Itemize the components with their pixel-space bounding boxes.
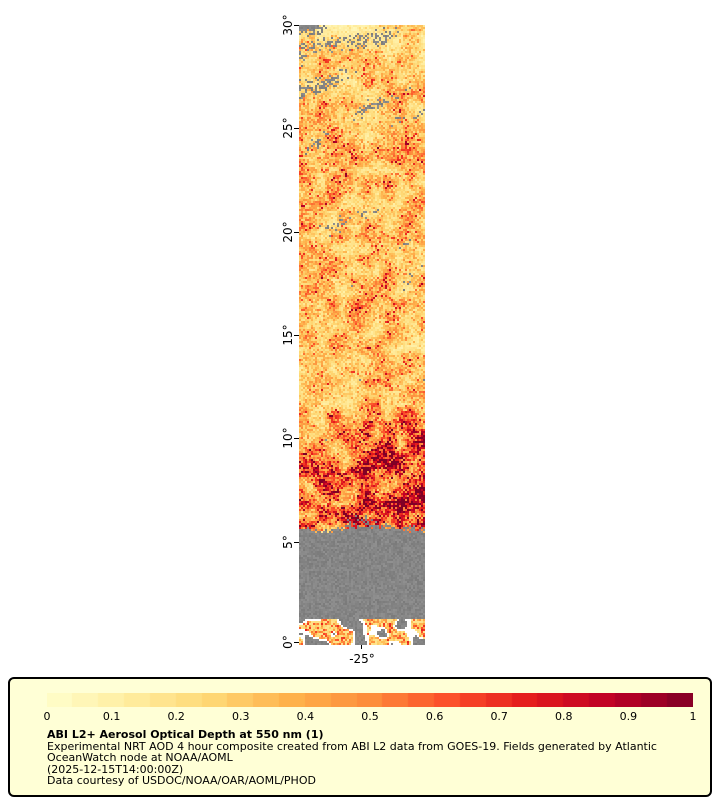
legend-caption-line: OceanWatch node at NOAA/AOML xyxy=(47,751,233,764)
aod-map xyxy=(299,25,425,645)
y-tick-mark xyxy=(294,232,299,233)
colorbar-tick-label: 0.4 xyxy=(296,710,315,723)
y-tick-label: 10° xyxy=(281,427,295,449)
y-tick-label: 20° xyxy=(281,221,295,243)
colorbar-tick-label: 1 xyxy=(689,710,697,723)
colorbar-tick-label: 0.2 xyxy=(167,710,185,723)
y-tick-mark xyxy=(294,335,299,336)
y-tick-label: 0° xyxy=(281,635,295,649)
legend-box: 0 0.1 0.2 0.3 0.4 0.5 0.6 0.7 0.8 0.9 1 … xyxy=(8,677,712,797)
legend-title: ABI L2+ Aerosol Optical Depth at 550 nm … xyxy=(47,728,324,741)
legend-caption-line: Experimental NRT AOD 4 hour composite cr… xyxy=(47,739,657,753)
y-tick-label: 15° xyxy=(281,324,295,346)
colorbar-tick-label: 0.6 xyxy=(425,710,444,723)
x-tick-mark xyxy=(361,645,362,649)
colorbar-tick-label: 0 xyxy=(43,710,51,723)
colorbar-tick-label: 0.1 xyxy=(102,710,121,723)
legend-caption: ABI L2+ Aerosol Optical Depth at 550 nm … xyxy=(47,729,657,787)
colorbar-tick-label: 0.7 xyxy=(490,710,508,723)
x-tick-label: -25° xyxy=(349,652,375,666)
y-tick-label: 5° xyxy=(281,535,295,549)
y-tick-mark xyxy=(294,642,299,643)
y-tick-mark xyxy=(294,542,299,543)
y-tick-label: 25° xyxy=(281,117,295,139)
y-tick-label: 30° xyxy=(281,14,295,36)
colorbar-tick-label: 0.3 xyxy=(232,710,250,723)
colorbar-tick-label: 0.9 xyxy=(619,710,638,723)
legend-caption-line: Data courtesy of USDOC/NOAA/OAR/AOML/PHO… xyxy=(47,774,316,787)
colorbar-ticks: 0 0.1 0.2 0.3 0.4 0.5 0.6 0.7 0.8 0.9 1 xyxy=(43,710,697,724)
colorbar-tick-label: 0.5 xyxy=(361,710,379,723)
aod-map-canvas xyxy=(299,25,425,645)
y-tick-mark xyxy=(294,128,299,129)
colorbar-tick-label: 0.8 xyxy=(555,710,573,723)
colorbar-canvas xyxy=(47,693,693,707)
y-tick-mark xyxy=(294,25,299,26)
y-tick-mark xyxy=(294,438,299,439)
legend-caption-line: (2025-12-15T14:00:00Z) xyxy=(47,762,184,776)
